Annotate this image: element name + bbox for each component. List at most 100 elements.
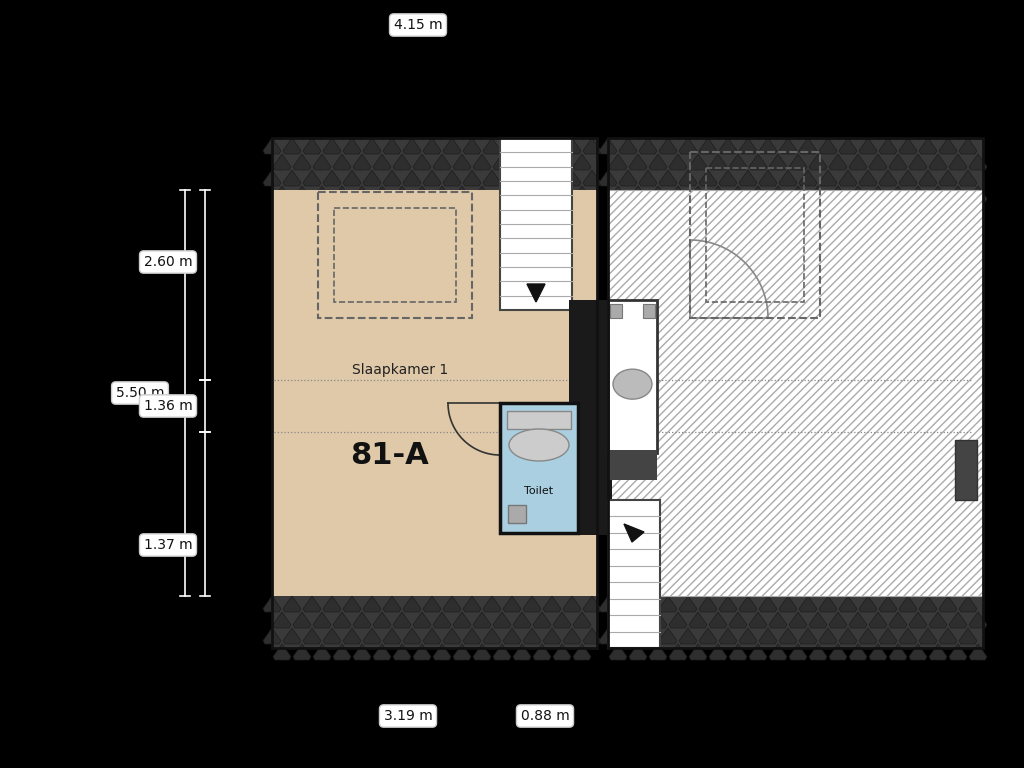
Polygon shape (739, 596, 757, 612)
Polygon shape (639, 170, 657, 186)
Polygon shape (969, 612, 987, 628)
Polygon shape (413, 612, 431, 628)
Polygon shape (649, 154, 667, 170)
Polygon shape (859, 596, 877, 612)
Bar (690, 152, 820, 318)
Polygon shape (543, 628, 561, 644)
Polygon shape (809, 154, 827, 170)
Polygon shape (473, 154, 490, 170)
Polygon shape (353, 612, 371, 628)
Polygon shape (433, 612, 451, 628)
Polygon shape (639, 628, 657, 644)
Polygon shape (959, 170, 977, 186)
Polygon shape (573, 612, 591, 628)
Polygon shape (433, 186, 451, 202)
Polygon shape (909, 186, 927, 202)
Polygon shape (513, 612, 531, 628)
Polygon shape (669, 186, 687, 202)
Polygon shape (563, 138, 581, 154)
Polygon shape (779, 170, 797, 186)
Polygon shape (283, 628, 301, 644)
Polygon shape (323, 628, 341, 644)
Bar (608, 596, 983, 648)
Polygon shape (563, 628, 581, 644)
Bar (706, 168, 804, 302)
Bar (610, 304, 622, 318)
Polygon shape (869, 612, 887, 628)
Polygon shape (889, 186, 907, 202)
Polygon shape (929, 154, 947, 170)
Polygon shape (534, 186, 551, 202)
Text: 1.37 m: 1.37 m (143, 538, 193, 552)
Polygon shape (879, 596, 897, 612)
Bar (507, 411, 571, 429)
Polygon shape (809, 186, 827, 202)
Polygon shape (859, 170, 877, 186)
Bar (508, 505, 526, 523)
Polygon shape (699, 138, 717, 154)
Polygon shape (889, 612, 907, 628)
Polygon shape (373, 186, 391, 202)
Bar (608, 138, 983, 190)
Polygon shape (919, 596, 937, 612)
Polygon shape (343, 170, 361, 186)
Polygon shape (649, 644, 667, 660)
Polygon shape (443, 170, 461, 186)
Polygon shape (433, 154, 451, 170)
Polygon shape (293, 186, 311, 202)
Polygon shape (543, 170, 561, 186)
Text: 0.88 m: 0.88 m (520, 709, 569, 723)
Polygon shape (609, 186, 627, 202)
Polygon shape (609, 612, 627, 628)
Polygon shape (839, 628, 857, 644)
Polygon shape (433, 644, 451, 660)
Polygon shape (403, 170, 421, 186)
Polygon shape (618, 138, 637, 154)
Text: 1.36 m: 1.36 m (143, 399, 193, 413)
Polygon shape (523, 170, 541, 186)
Polygon shape (959, 628, 977, 644)
Polygon shape (629, 644, 647, 660)
Bar (608, 138, 983, 648)
Polygon shape (543, 138, 561, 154)
Text: 81-A: 81-A (350, 441, 429, 469)
Polygon shape (618, 170, 637, 186)
Ellipse shape (613, 369, 652, 399)
Polygon shape (293, 154, 311, 170)
Polygon shape (749, 186, 767, 202)
Polygon shape (879, 170, 897, 186)
Polygon shape (939, 596, 957, 612)
Polygon shape (303, 596, 321, 612)
Polygon shape (899, 138, 918, 154)
Bar (318, 192, 472, 318)
Polygon shape (493, 612, 511, 628)
Polygon shape (273, 612, 291, 628)
Polygon shape (273, 154, 291, 170)
Polygon shape (503, 138, 521, 154)
Bar (500, 138, 572, 310)
Polygon shape (759, 138, 777, 154)
Polygon shape (889, 644, 907, 660)
Polygon shape (959, 596, 977, 612)
Polygon shape (453, 186, 471, 202)
Polygon shape (879, 628, 897, 644)
Polygon shape (679, 170, 697, 186)
Polygon shape (729, 644, 746, 660)
Polygon shape (629, 154, 647, 170)
Polygon shape (919, 628, 937, 644)
Polygon shape (949, 612, 967, 628)
Polygon shape (293, 612, 311, 628)
Polygon shape (799, 628, 817, 644)
Polygon shape (659, 628, 677, 644)
Polygon shape (689, 154, 707, 170)
Polygon shape (959, 138, 977, 154)
Polygon shape (699, 170, 717, 186)
Polygon shape (413, 186, 431, 202)
Polygon shape (649, 612, 667, 628)
Polygon shape (303, 628, 321, 644)
Polygon shape (949, 644, 967, 660)
Polygon shape (573, 186, 591, 202)
Text: 5.50 m: 5.50 m (116, 386, 164, 400)
Polygon shape (859, 628, 877, 644)
Polygon shape (739, 170, 757, 186)
